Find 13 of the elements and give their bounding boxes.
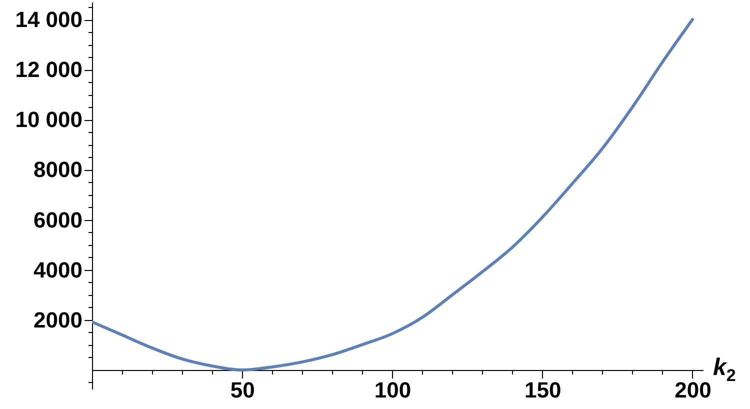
y-tick-label: 2000 [34,307,82,332]
x-tick-label: 100 [374,377,412,402]
x-tick-label: 200 [674,377,712,402]
x-tick-label: 150 [524,377,562,402]
x-tick-label: 50 [230,377,255,402]
y-tick-label: 6000 [34,207,82,232]
x-axis-title: k$_{2}$ [713,354,736,386]
line-series [92,18,694,372]
y-tick-label: 8000 [34,157,82,182]
y-tick-label: 10 000 [15,107,82,132]
y-tick-label: 14 000 [15,7,82,32]
y-tick-label: 12 000 [15,57,82,82]
y-tick-label: 4000 [34,257,82,282]
